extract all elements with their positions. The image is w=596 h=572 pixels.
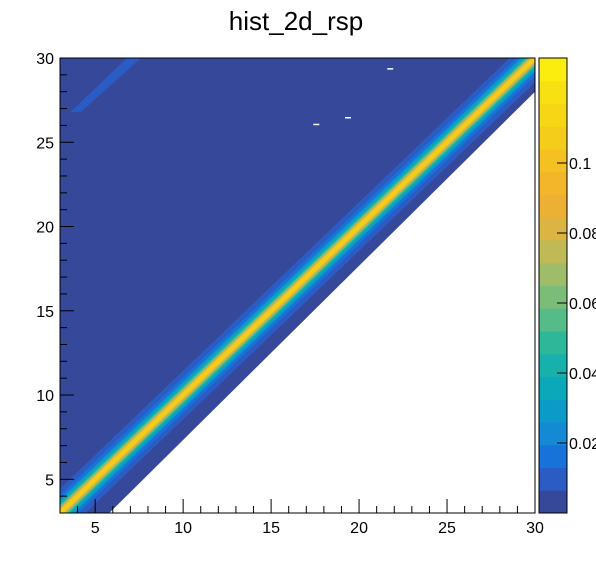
colorbar-cell xyxy=(539,217,567,241)
colorbar-cell xyxy=(539,58,567,82)
colorbar-cell xyxy=(539,149,567,173)
colorbar-cell xyxy=(539,308,567,332)
colorbar-tick-label: 0.08 xyxy=(569,226,596,243)
chart-title: hist_2d_rsp xyxy=(229,6,363,36)
x-tick-label: 25 xyxy=(438,520,456,537)
colorbar-cell xyxy=(539,80,567,104)
colorbar-cell xyxy=(539,262,567,286)
colorbar-tick-label: 0.06 xyxy=(569,296,596,313)
plot-area xyxy=(60,58,535,513)
y-axis: 5 10 15 20 25 30 xyxy=(36,51,74,514)
x-tick-label: 10 xyxy=(174,520,192,537)
colorbar-tick-label: 0.04 xyxy=(569,366,596,383)
empty-bin-2 xyxy=(345,116,351,119)
colorbar-cell xyxy=(539,103,567,127)
colorbar-cell xyxy=(539,490,567,514)
x-tick-label: 5 xyxy=(91,520,100,537)
colorbar-frame xyxy=(538,57,568,514)
colorbar-cell xyxy=(539,444,567,468)
plot-frame xyxy=(59,57,536,514)
x-tick-label: 30 xyxy=(526,520,544,537)
empty-bin-1 xyxy=(313,123,320,126)
y-tick-label: 20 xyxy=(36,220,54,237)
colorbar-cell xyxy=(539,467,567,491)
colorbar-cell xyxy=(539,240,567,264)
colorbar: 0.02 0.04 0.06 0.08 0.1 xyxy=(538,57,596,514)
y-tick-label: 10 xyxy=(36,388,54,405)
y-tick-label: 15 xyxy=(36,304,54,321)
colorbar-cell xyxy=(539,376,567,400)
ridge-band-6 xyxy=(60,58,535,513)
x-tick-label: 15 xyxy=(262,520,280,537)
upper-left-streak xyxy=(70,58,141,112)
colorbar-cell xyxy=(539,171,567,195)
colorbar-tick-label: 0.1 xyxy=(569,156,591,173)
y-tick-label: 30 xyxy=(36,51,54,68)
colorbar-cell xyxy=(539,126,567,150)
x-axis: 5 10 15 20 25 30 xyxy=(59,499,544,537)
colorbar-tick-label: 0.02 xyxy=(569,436,596,453)
x-tick-label: 20 xyxy=(350,520,368,537)
colorbar-cell xyxy=(539,331,567,355)
colorbar-cell xyxy=(539,285,567,309)
colorbar-cell xyxy=(539,422,567,446)
colorbar-cell xyxy=(539,353,567,377)
empty-bin-0 xyxy=(387,68,394,70)
y-tick-label: 25 xyxy=(36,135,54,152)
y-tick-label: 5 xyxy=(45,472,54,489)
colorbar-cell xyxy=(539,399,567,423)
colorbar-cell xyxy=(539,194,567,218)
